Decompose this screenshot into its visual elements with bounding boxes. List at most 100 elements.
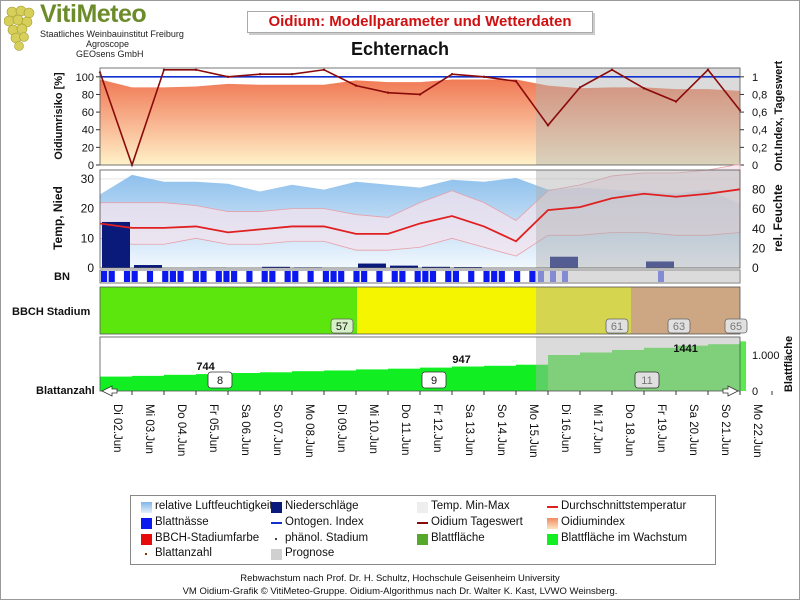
blattnaesse-cell (445, 271, 452, 282)
tageswert-point (162, 68, 166, 71)
legend-swatch (141, 534, 152, 545)
tick-label-left: 20 (82, 142, 94, 154)
blattflaeche-annotation: 744 (196, 361, 215, 373)
legend-swatch (271, 522, 282, 524)
legend-item: Prognose (271, 547, 334, 560)
tick-label-right: 40 (752, 222, 766, 236)
bbch-stage-box (667, 318, 691, 334)
legend-item: phänol. Stadium (275, 532, 368, 544)
date-tick-label: Mo 08.Jun (303, 404, 315, 458)
tageswert-point (322, 68, 326, 71)
station-name: Echternach (350, 39, 450, 59)
forecast-shade (536, 270, 740, 283)
blattnaesse-cell (177, 271, 184, 282)
blattnaesse-cell (483, 271, 490, 282)
legend-item: Blattfläche im Wachstum (547, 532, 687, 545)
date-tick-label: Do 04.Jun (175, 404, 187, 456)
tick-label-right: 0 (752, 386, 758, 398)
blattflaeche-bar (100, 376, 132, 391)
weather-panel-frame (99, 169, 741, 269)
tageswert-point (386, 91, 390, 94)
blattnaesse-cell (246, 271, 253, 282)
date-tick-label: Do 11.Jun (399, 404, 411, 456)
axis-label-bbch: BBCH Stadium (12, 306, 90, 318)
tageswert-point (258, 72, 262, 76)
temp-avg-line (99, 188, 741, 243)
date-tick-label: Mi 17.Jun (591, 404, 603, 454)
tageswert-point (674, 100, 678, 103)
blattnaesse-cell (422, 271, 429, 282)
niederschlag-bar (390, 265, 418, 268)
grape-logo-icon (4, 5, 35, 51)
tick-label-left: 100 (76, 72, 94, 84)
blattnaesse-cell (108, 271, 115, 282)
axis-label-blatt-left: Blattanzahl (36, 385, 95, 397)
blattnaesse-cell (376, 271, 383, 282)
tick-label-right: 0 (752, 160, 758, 172)
blattflaeche-bar (452, 366, 484, 391)
legend-item: Durchschnittstemperatur (547, 500, 686, 512)
date-tick-label: Di 16.Jun (559, 404, 571, 453)
niederschlag-bar (358, 263, 386, 268)
blattflaeche-bar (260, 372, 292, 391)
legend-item: BBCH-Stadiumfarbe (141, 532, 259, 545)
blattnaesse-cell (429, 271, 437, 282)
blattnaesse-cell (223, 271, 230, 282)
blattnaesse-cell (101, 271, 108, 282)
blattanzahl-label: 9 (431, 375, 437, 387)
legend: relative Luftfeuchtigkeit Niederschläge … (130, 495, 716, 565)
blattnaesse-cell (399, 271, 406, 282)
blattnaesse-cell (292, 271, 299, 282)
tick-label-left: 40 (82, 125, 94, 137)
blattnaesse-cell (514, 271, 521, 282)
legend-item: Blattnässe (141, 516, 209, 529)
blattnaesse-cell (192, 271, 199, 282)
blattnaesse-cell (284, 271, 291, 282)
bbch-stage-label: 61 (611, 321, 623, 333)
axis-label-oidium-left: Oidiumrisiko [%] (53, 72, 65, 160)
date-tick-label: Mi 03.Jun (143, 404, 155, 454)
legend-swatch (271, 502, 282, 513)
legend-item: Ontogen. Index (271, 516, 364, 528)
legend-item: relative Luftfeuchtigkeit (141, 500, 273, 513)
blattnaesse-cell (131, 271, 138, 282)
logo-line-2: Agroscope (86, 39, 130, 49)
legend-item: Temp. Min-Max (417, 500, 510, 513)
tick-label-right: 20 (752, 241, 766, 255)
tageswert-point (482, 75, 486, 79)
tick-label-right: 0 (752, 261, 759, 275)
blattnaesse-cell (169, 271, 176, 282)
blattflaeche-bar (228, 373, 260, 391)
date-tick-label: Sa 20.Jun (687, 404, 699, 456)
blattflaeche-annotation: 1441 (673, 343, 697, 355)
blattanzahl-label: 8 (217, 375, 223, 387)
tick-label-left: 0 (87, 261, 94, 275)
blattnaesse-cell (338, 271, 345, 282)
date-tick-label: So 21.Jun (719, 404, 731, 456)
bbch-stage-label: 57 (336, 321, 348, 333)
tageswert-point (194, 68, 198, 71)
blattnaesse-cell (658, 271, 664, 282)
forecast-shade (536, 287, 740, 334)
blattflaeche-bar (132, 375, 164, 391)
blattanzahl-box (421, 371, 447, 389)
blattflaeche-bar (356, 369, 388, 391)
blattnaesse-cell (261, 271, 268, 282)
tageswert-point (418, 93, 422, 96)
bbch-panel-frame (99, 286, 741, 335)
tick-label-left: 10 (81, 231, 95, 245)
blattnaesse-cell (162, 271, 169, 282)
tageswert-point (546, 124, 550, 127)
niederschlag-bar (646, 261, 674, 268)
tageswert-point (610, 68, 614, 71)
tick-label-right: 0,6 (752, 107, 767, 119)
bbch-stage-band (357, 287, 631, 334)
blattnaesse-cell (353, 271, 360, 282)
blattflaeche-bar (676, 345, 708, 391)
logo-line-1: Staatliches Weinbauinstitut Freiburg (40, 29, 184, 39)
legend-item: Niederschläge (271, 500, 359, 513)
bbch-stage-label: 63 (673, 321, 685, 333)
bbch-stage-label: 65 (730, 321, 742, 333)
bbch-stage-box (605, 318, 629, 334)
blattnaesse-cell (123, 271, 131, 282)
